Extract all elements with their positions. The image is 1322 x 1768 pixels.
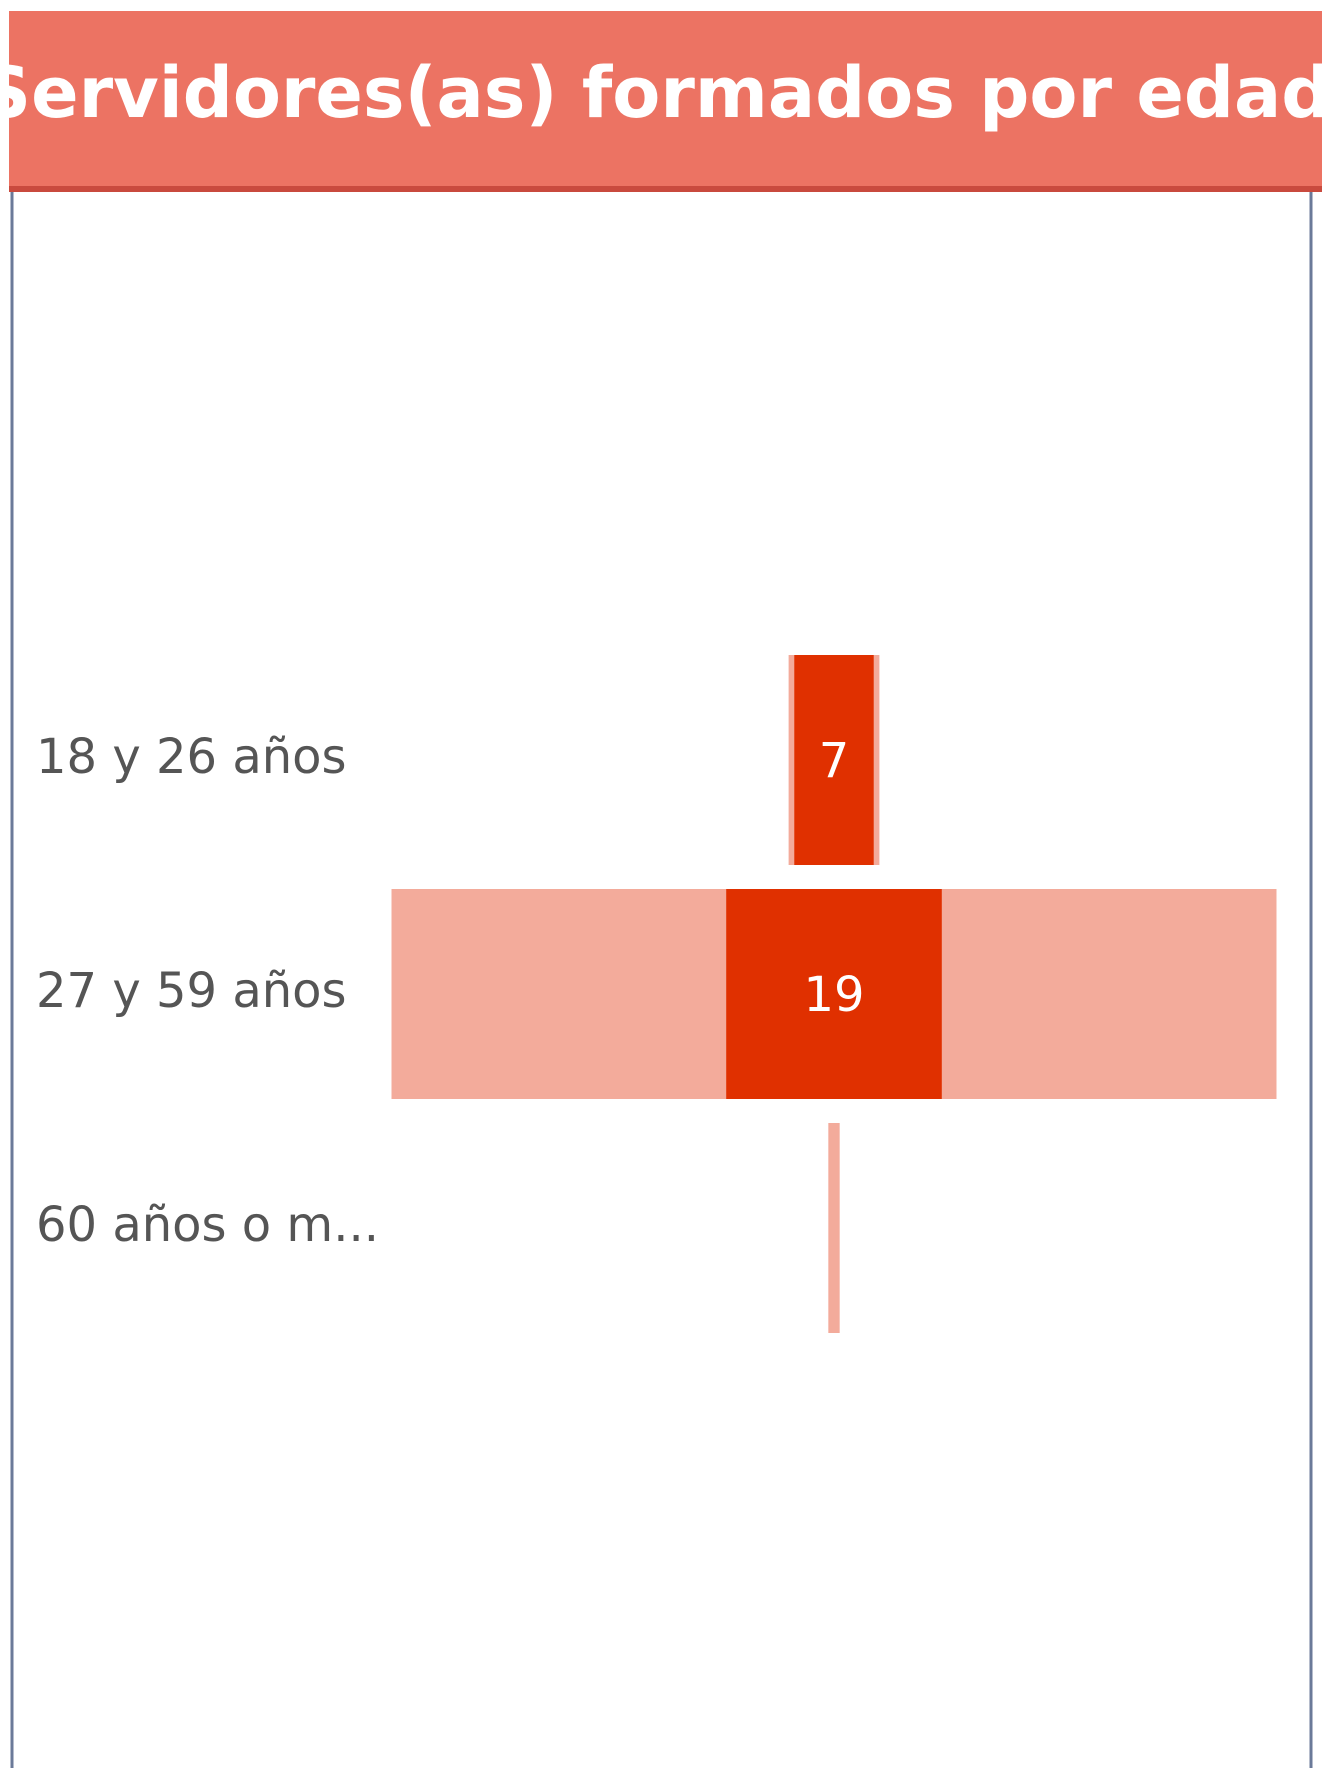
data-label: 7 <box>819 733 850 789</box>
category-label: 18 y 26 años <box>36 729 347 785</box>
funnel-bar <box>726 889 942 1099</box>
header-rule <box>9 186 1322 192</box>
category-label: 60 años o m... <box>36 1197 379 1253</box>
funnel-bar <box>828 1123 840 1333</box>
header <box>9 11 1322 189</box>
category-label: 27 y 59 años <box>36 963 347 1019</box>
chart-title: Servidores(as) formados por edad <box>0 52 1322 134</box>
data-label: 19 <box>803 967 864 1023</box>
funnel-bar <box>794 655 874 865</box>
